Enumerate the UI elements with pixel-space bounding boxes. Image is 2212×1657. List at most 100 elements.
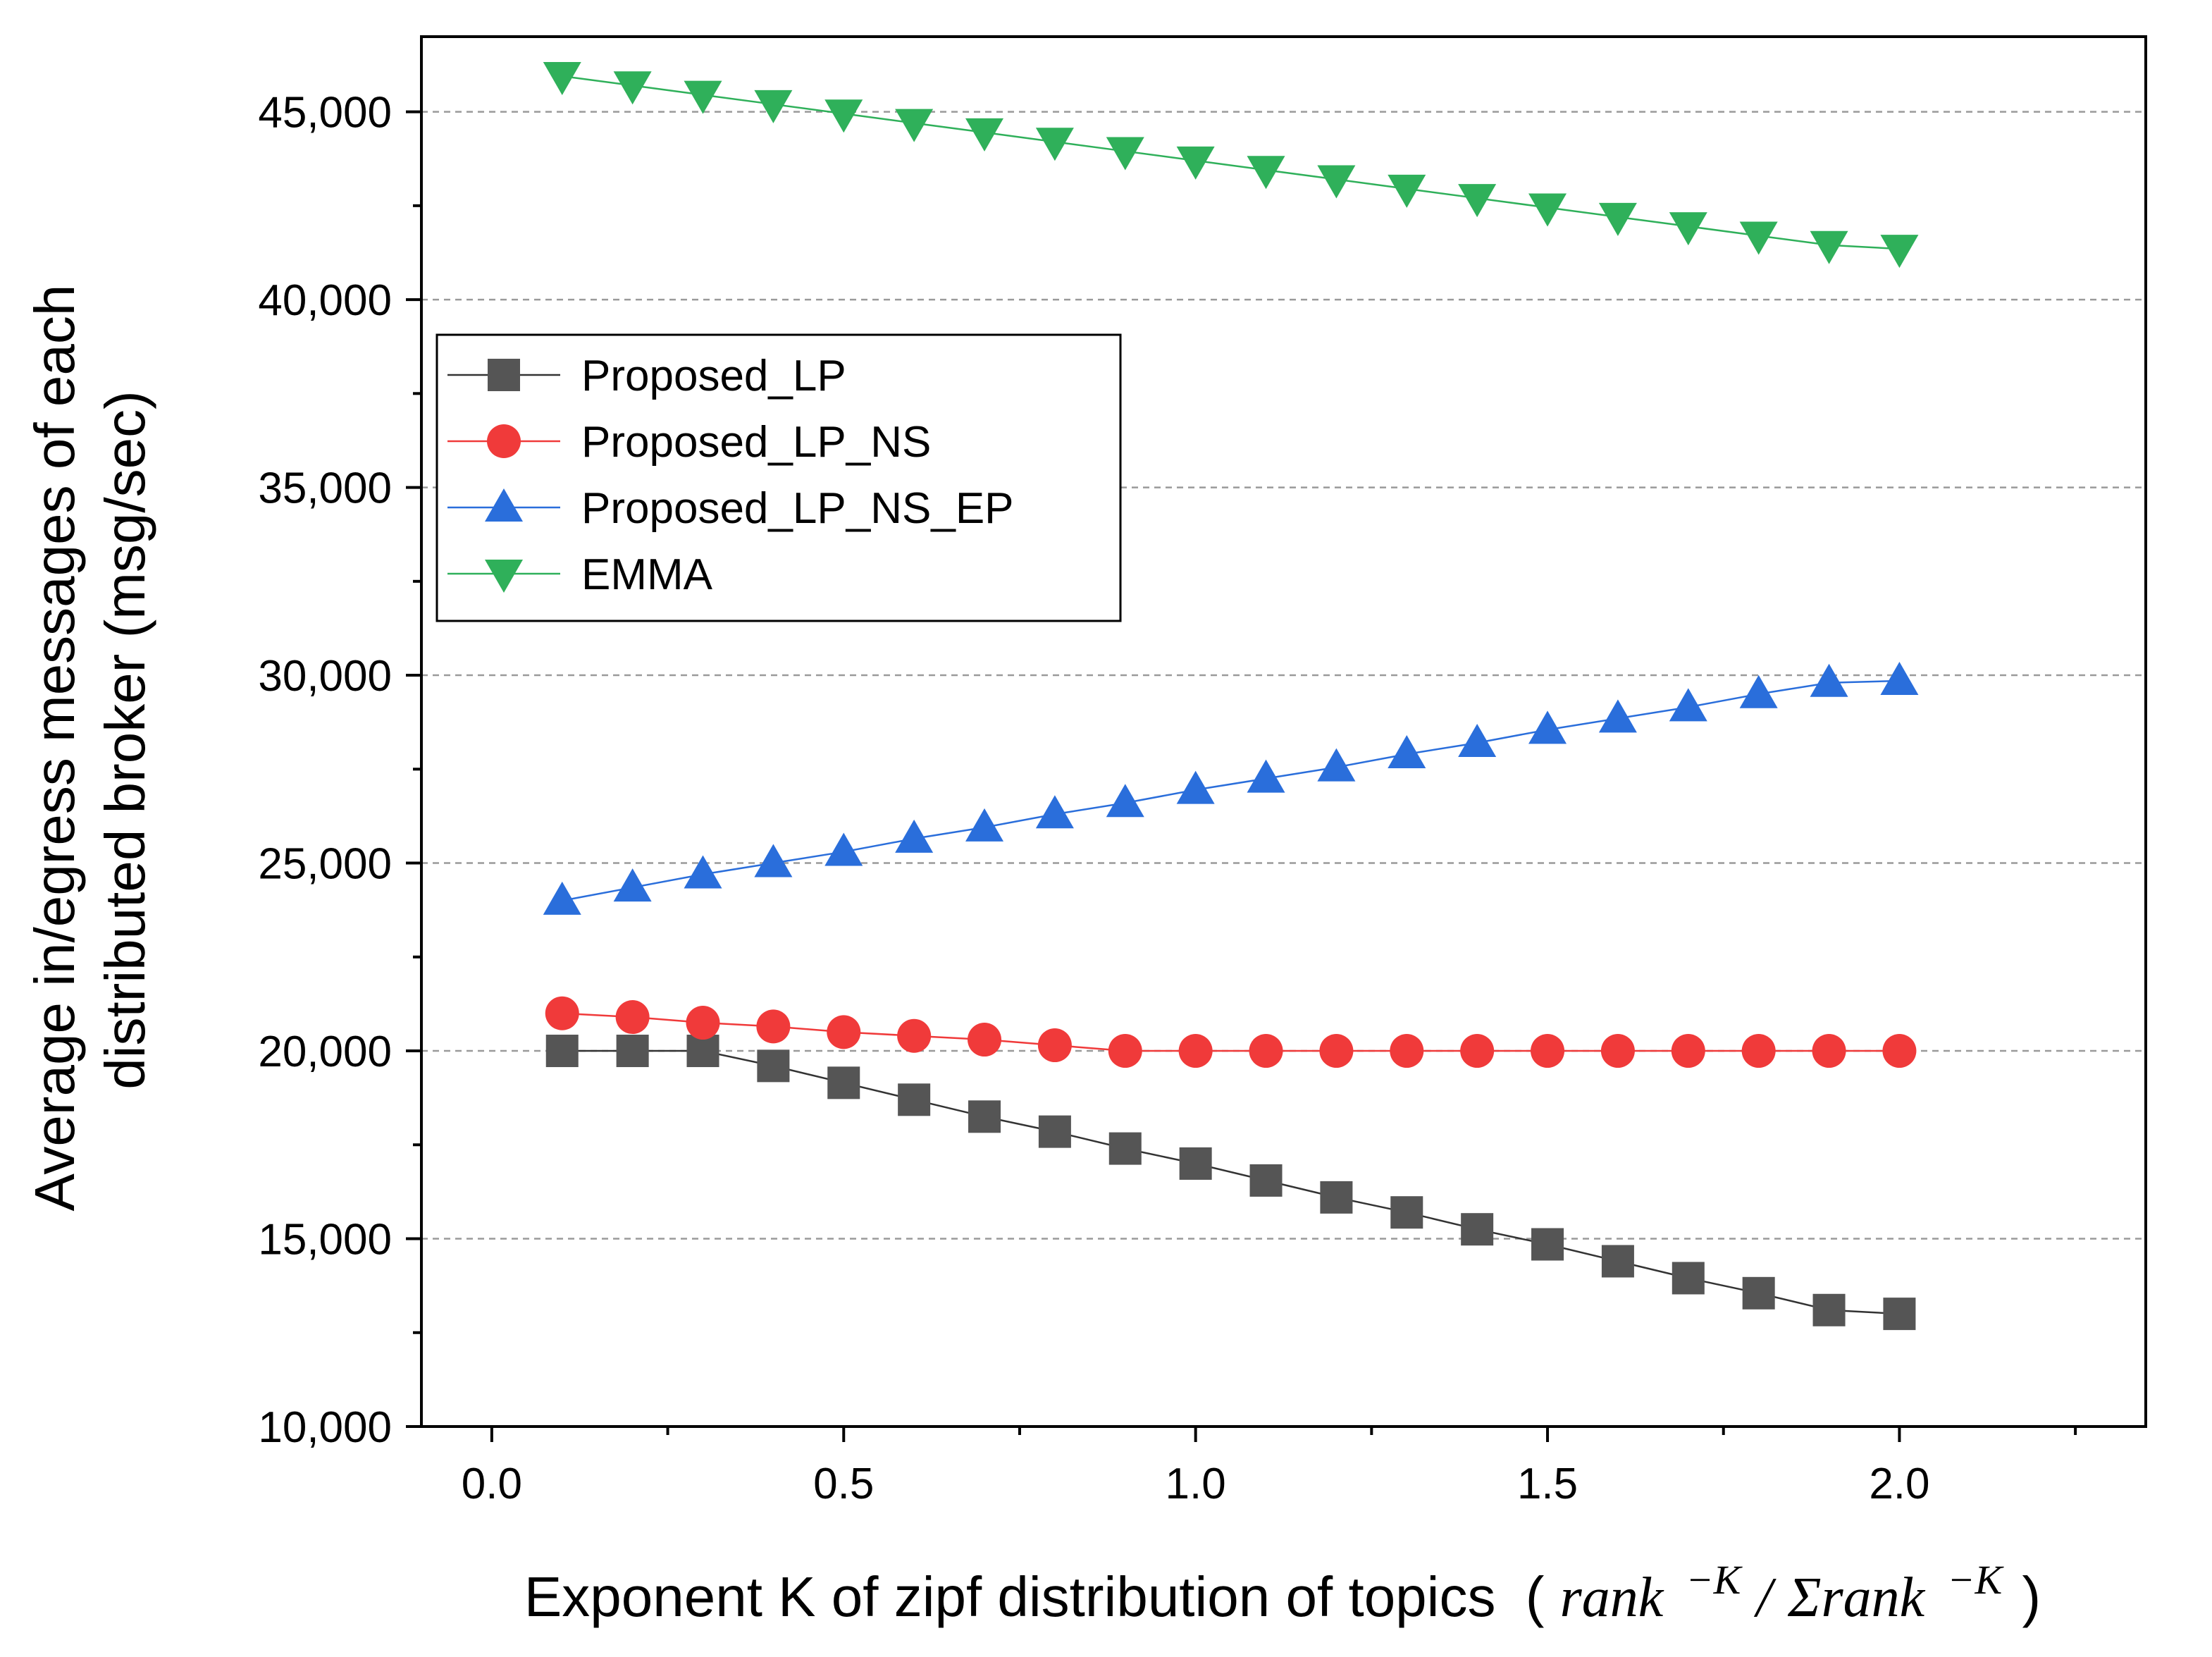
data-point-emma [965, 118, 1004, 152]
data-point-emma [1669, 212, 1707, 246]
x-axis-formula-sum-term: Σrank [1787, 1567, 1926, 1629]
x-axis-formula-close: ) [2022, 1565, 2041, 1628]
data-point-emma [1528, 193, 1567, 227]
data-point-proposed-lp-ns [1600, 1034, 1635, 1068]
data-point-proposed-lp-ns [1671, 1034, 1705, 1068]
x-tick-label: 1.5 [1517, 1460, 1578, 1508]
data-point-proposed-lp [757, 1049, 790, 1083]
data-point-emma [824, 99, 863, 133]
legend-label-proposed-lp-ns-ep: Proposed_LP_NS_EP [581, 484, 1014, 533]
y-axis-title-line-2: distributed broker (msg/sec) [94, 390, 156, 1089]
data-point-proposed-lp-ns [1037, 1028, 1072, 1063]
data-point-proposed-lp [968, 1100, 1001, 1133]
data-point-proposed-lp-ns-ep [1598, 699, 1637, 733]
data-point-proposed-lp-ns-ep [1247, 759, 1285, 793]
data-point-emma [1317, 165, 1356, 199]
data-point-emma [613, 71, 652, 105]
axis-ticks: 10,000 15,000 20,000 25,000 30,000 35,000 40,0… [258, 89, 2077, 1508]
x-axis-formula-open: ( [1526, 1565, 1545, 1628]
data-point-proposed-lp [898, 1083, 931, 1116]
data-point-proposed-lp-ns [1812, 1034, 1846, 1068]
data-point-emma [1388, 174, 1426, 208]
data-point-proposed-lp-ns-ep [1739, 674, 1778, 708]
x-axis-title-text: Exponent K of zipf distribution of topic… [524, 1565, 1496, 1628]
y-tick-label: 15,000 [258, 1216, 392, 1264]
legend-marker-emma [485, 560, 523, 593]
data-point-emma [543, 61, 581, 95]
data-point-emma [1176, 146, 1215, 180]
data-point-proposed-lp [1601, 1245, 1634, 1278]
data-point-emma [1247, 156, 1285, 190]
data-point-proposed-lp [1108, 1132, 1142, 1165]
data-point-proposed-lp-ns-ep [754, 844, 793, 877]
data-point-proposed-lp [1672, 1262, 1705, 1295]
data-point-proposed-lp [616, 1035, 649, 1068]
data-point-emma [1598, 202, 1637, 236]
legend-label-proposed-lp-ns: Proposed_LP_NS [581, 418, 931, 467]
legend-marker-proposed-lp-ns [487, 424, 521, 458]
data-point-proposed-lp-ns [1319, 1034, 1354, 1068]
data-point-proposed-lp-ns-ep [1669, 688, 1707, 722]
y-tick-label: 20,000 [258, 1028, 392, 1076]
data-point-emma [895, 109, 934, 142]
y-tick-label: 45,000 [258, 89, 392, 137]
data-point-proposed-lp-ns-ep [1317, 748, 1356, 782]
legend-label-emma: EMMA [581, 550, 713, 599]
data-point-emma [1458, 184, 1497, 218]
data-point-proposed-lp-ns [1882, 1034, 1917, 1068]
data-point-proposed-lp [1038, 1115, 1071, 1148]
y-axis-title: Average in/egress messages of each distr… [23, 269, 156, 1211]
data-point-proposed-lp-ns [968, 1023, 1002, 1057]
legend: Proposed_LP Proposed_LP_NS Proposed_LP_NS_… [435, 333, 1122, 622]
series-proposed-lp [545, 1035, 1916, 1331]
series-proposed-lp-ns [545, 996, 1917, 1068]
data-point-proposed-lp-ns-ep [1388, 734, 1426, 768]
data-point-proposed-lp-ns [1108, 1034, 1142, 1068]
x-tick-label: 0.5 [813, 1460, 874, 1508]
data-point-proposed-lp-ns-ep [965, 808, 1004, 842]
x-tick-label: 0.0 [462, 1460, 522, 1508]
data-point-emma [1106, 137, 1144, 171]
data-point-proposed-lp [1742, 1276, 1775, 1310]
data-point-proposed-lp-ns [756, 1009, 791, 1044]
data-point-proposed-lp-ns-ep [1035, 795, 1074, 829]
data-point-proposed-lp-ns [1390, 1034, 1424, 1068]
data-point-proposed-lp [827, 1066, 860, 1099]
data-point-proposed-lp-ns [1178, 1034, 1213, 1068]
data-point-emma [684, 80, 722, 114]
data-point-proposed-lp-ns-ep [613, 868, 652, 902]
data-point-proposed-lp-ns [545, 996, 579, 1030]
data-point-proposed-lp-ns-ep [1880, 662, 1919, 696]
data-point-emma [1810, 230, 1848, 264]
data-point-emma [754, 90, 793, 123]
y-tick-label: 35,000 [258, 464, 392, 513]
x-axis-formula-separator: / [1754, 1567, 1777, 1629]
data-point-proposed-lp [1812, 1293, 1846, 1326]
data-point-proposed-lp-ns [1249, 1034, 1283, 1068]
data-point-proposed-lp [545, 1035, 579, 1068]
x-axis-formula-term: rank [1560, 1567, 1664, 1629]
data-point-emma [1035, 128, 1074, 161]
x-tick-label: 2.0 [1869, 1460, 1929, 1508]
data-point-proposed-lp-ns [897, 1018, 932, 1053]
data-point-proposed-lp-ns-ep [824, 832, 863, 866]
y-tick-label: 10,000 [258, 1403, 392, 1452]
data-point-proposed-lp-ns [1460, 1034, 1495, 1068]
data-point-proposed-lp-ns [686, 1006, 720, 1040]
data-point-proposed-lp [686, 1035, 719, 1068]
legend-label-proposed-lp: Proposed_LP [581, 352, 846, 400]
data-point-proposed-lp [1320, 1181, 1353, 1214]
x-axis-title: Exponent K of zipf distribution of topic… [524, 1543, 2041, 1629]
data-point-proposed-lp-ns [1741, 1034, 1776, 1068]
y-tick-label: 30,000 [258, 652, 392, 701]
data-point-proposed-lp-ns [1531, 1034, 1565, 1068]
y-axis-title-line-1: Average in/egress messages of each [23, 285, 86, 1212]
data-point-proposed-lp [1883, 1298, 1916, 1331]
plot-frame [420, 35, 2147, 1428]
data-point-proposed-lp-ns-ep [684, 855, 722, 889]
y-tick-label: 40,000 [258, 276, 392, 325]
data-point-proposed-lp [1179, 1147, 1212, 1180]
x-axis-formula-exponent: −K [1686, 1557, 1743, 1603]
